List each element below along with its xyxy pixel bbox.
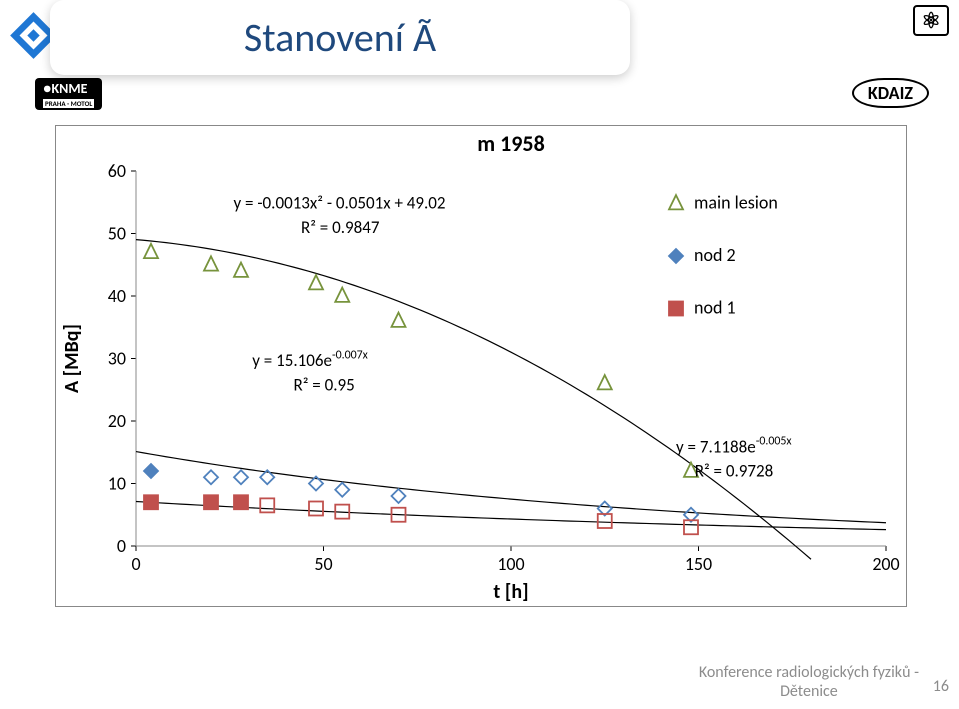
svg-text:50: 50: [314, 553, 332, 575]
footer-line2: Dětenice: [780, 682, 838, 701]
svg-text:A [MBq]: A [MBq]: [60, 324, 84, 393]
svg-text:R² = 0.9847: R² = 0.9847: [301, 217, 380, 238]
svg-text:main lesion: main lesion: [694, 192, 778, 214]
svg-text:R² = 0.95: R² = 0.95: [294, 374, 355, 395]
svg-text:m 1958: m 1958: [477, 130, 544, 157]
svg-text:0: 0: [117, 535, 126, 557]
svg-text:nod 2: nod 2: [694, 244, 736, 266]
badge-kdaiz: KDAIZ: [852, 78, 929, 108]
badge-knme-text: ●KNME: [43, 80, 87, 97]
svg-text:y = 7.1188e-0.005x: y = 7.1188e-0.005x: [676, 435, 792, 458]
svg-text:0: 0: [131, 553, 140, 575]
footer: Konference radiologických fyziků - Děten…: [699, 663, 919, 701]
page-number: 16: [933, 677, 949, 696]
footer-line1: Konference radiologických fyziků -: [699, 663, 919, 682]
badge-knme: ●KNME PRAHA · MOTOL: [35, 78, 102, 110]
scatter-chart: m 1958 0 10 20 30 40 50 60 0 50 100 150 200 t [h] A [M…: [56, 126, 906, 606]
slide-title: Stanovení Ã: [244, 13, 436, 62]
svg-text:150: 150: [685, 553, 712, 575]
svg-text:R² = 0.9728: R² = 0.9728: [695, 461, 773, 482]
svg-text:100: 100: [497, 553, 524, 575]
svg-text:t [h]: t [h]: [493, 580, 528, 604]
badge-knme-sub: PRAHA · MOTOL: [43, 99, 94, 108]
svg-text:30: 30: [108, 348, 126, 370]
svg-text:20: 20: [108, 410, 126, 432]
svg-text:40: 40: [108, 285, 126, 307]
svg-text:200: 200: [872, 553, 899, 575]
title-banner: Stanovení Ã: [50, 0, 630, 75]
svg-text:50: 50: [108, 223, 126, 245]
svg-text:60: 60: [108, 160, 126, 182]
logo-top-right: ⚛: [913, 5, 949, 36]
svg-text:y = -0.0013x² - 0.0501x + 49.0: y = -0.0013x² - 0.0501x + 49.02: [234, 193, 446, 214]
svg-text:y = 15.106e-0.007x: y = 15.106e-0.007x: [252, 348, 368, 371]
chart-container: m 1958 0 10 20 30 40 50 60 0 50 100 150 200 t [h] A [M…: [55, 125, 907, 607]
svg-text:nod 1: nod 1: [694, 297, 736, 319]
svg-text:10: 10: [108, 473, 126, 495]
